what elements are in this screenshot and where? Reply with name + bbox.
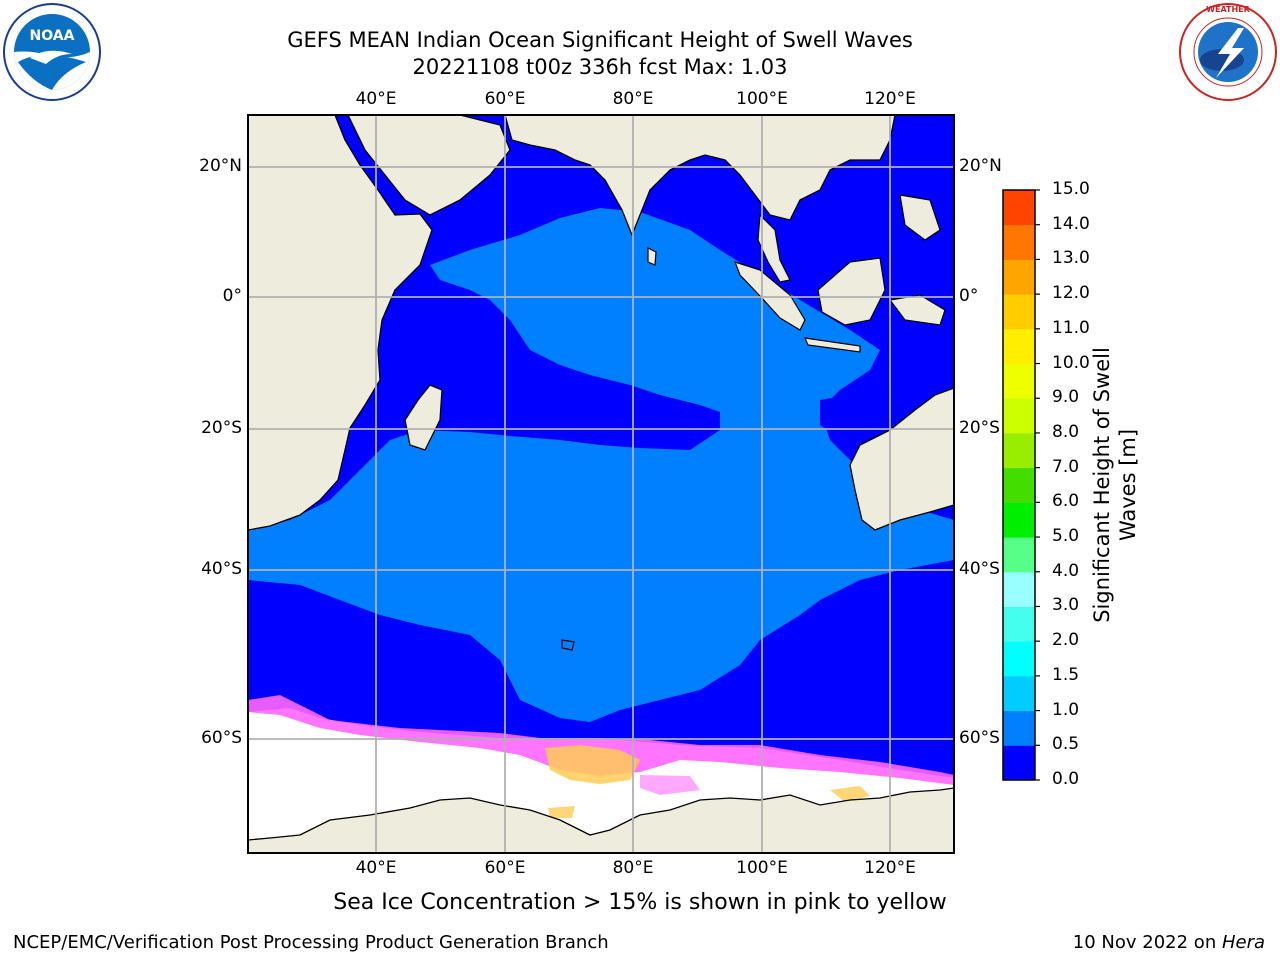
colorbar-tick-label: 1.5 xyxy=(1052,664,1080,685)
colorbar-swatch xyxy=(1003,641,1035,677)
colorbar-tick-label: 3.0 xyxy=(1052,595,1080,616)
colorbar-tick-label: 11.0 xyxy=(1052,317,1090,338)
colorbar-swatch xyxy=(1003,502,1035,538)
colorbar-tick-label: 0.0 xyxy=(1052,769,1080,789)
lat-label-right: 20°S xyxy=(959,418,1000,438)
colorbar-tick-label: 8.0 xyxy=(1052,421,1080,442)
lon-label-bottom: 60°E xyxy=(484,858,526,878)
colorbar-tick-label: 13.0 xyxy=(1052,248,1090,269)
colorbar-tick-label: 2.0 xyxy=(1052,630,1080,651)
footer-host: Hera xyxy=(1221,932,1265,953)
svg-text:WEATHER: WEATHER xyxy=(1206,5,1250,14)
colorbar-swatch xyxy=(1003,467,1035,503)
colorbar-swatch xyxy=(1003,710,1035,746)
colorbar-tick-label: 9.0 xyxy=(1052,387,1080,408)
colorbar-swatch xyxy=(1003,259,1035,295)
lat-label-left: 0° xyxy=(222,286,242,306)
nws-logo: WEATHER xyxy=(1179,3,1277,101)
colorbar-tick-label: 6.0 xyxy=(1052,491,1080,512)
map-frame xyxy=(247,114,955,854)
footer-date: 10 Nov 2022 on Hera xyxy=(1072,932,1265,953)
lat-label-right: 60°S xyxy=(959,728,1000,748)
colorbar-swatch xyxy=(1003,190,1035,226)
chart-title-line2: 20221108 t00z 336h fcst Max: 1.03 xyxy=(412,55,788,79)
map-gridlines xyxy=(248,115,954,853)
colorbar-swatch xyxy=(1003,745,1035,781)
sea-ice-fringe-pink xyxy=(248,695,954,785)
colorbar-swatch xyxy=(1003,571,1035,607)
lon-label-bottom: 100°E xyxy=(736,858,788,878)
sea-ice-fringe-yellow xyxy=(545,745,640,784)
colorbar-label: Significant Height of Swell Waves [m] xyxy=(1090,347,1140,623)
lon-label-top: 40°E xyxy=(355,89,397,109)
map-body xyxy=(248,115,954,853)
sea-ice-caption: Sea Ice Concentration > 15% is shown in … xyxy=(333,890,947,915)
land-africa xyxy=(248,115,433,531)
lon-label-top: 100°E xyxy=(736,89,788,109)
colorbar-swatch xyxy=(1003,675,1035,712)
lat-label-right: 0° xyxy=(959,286,979,306)
colorbar-swatch xyxy=(1003,606,1035,642)
land-borneo xyxy=(817,257,886,326)
colorbar-swatch xyxy=(1003,432,1035,469)
noaa-logo: NOAA xyxy=(3,3,101,101)
colorbar-frame xyxy=(1002,189,1036,781)
lon-label-bottom: 40°E xyxy=(355,858,397,878)
colorbar-tick-label: 14.0 xyxy=(1052,213,1090,234)
colorbar-swatch xyxy=(1003,363,1035,399)
lon-label-top: 120°E xyxy=(864,89,916,109)
land-sumatra xyxy=(733,261,806,331)
land-madagascar xyxy=(404,384,443,451)
lat-label-left: 20°S xyxy=(201,418,242,438)
colorbar-tick-label: 1.0 xyxy=(1052,699,1080,720)
colorbar-tick-label: 15.0 xyxy=(1052,179,1090,199)
colorbar-swatch xyxy=(1003,537,1035,573)
colorbar-tick-label: 12.0 xyxy=(1052,283,1090,304)
swell-region-mid xyxy=(248,208,954,722)
colorbar-tick-label: 0.5 xyxy=(1052,734,1080,755)
svg-text:NOAA: NOAA xyxy=(30,28,75,44)
lat-label-left: 40°S xyxy=(201,559,242,579)
lon-label-top: 80°E xyxy=(612,89,654,109)
colorbar-tick-label: 5.0 xyxy=(1052,526,1080,547)
colorbar-tick-label: 7.0 xyxy=(1052,456,1080,477)
colorbar-tick-label: 4.0 xyxy=(1052,560,1080,581)
colorbar-swatch xyxy=(1003,328,1035,365)
land-australia xyxy=(849,387,954,531)
lon-label-bottom: 80°E xyxy=(612,858,654,878)
lat-label-left: 60°S xyxy=(201,728,242,748)
colorbar xyxy=(1002,189,1040,781)
chart-title-line1: GEFS MEAN Indian Ocean Significant Heigh… xyxy=(287,28,913,52)
colorbar-swatch xyxy=(1003,224,1035,260)
colorbar-tick-label: 10.0 xyxy=(1052,352,1090,373)
land-asia xyxy=(504,115,896,237)
colorbar-swatch xyxy=(1003,294,1035,330)
footer-credit: NCEP/EMC/Verification Post Processing Pr… xyxy=(13,932,609,953)
lon-label-top: 60°E xyxy=(484,89,526,109)
colorbar-swatch xyxy=(1003,398,1035,434)
lat-label-left: 20°N xyxy=(199,156,242,176)
lat-label-right: 20°N xyxy=(959,156,1002,176)
lat-label-right: 40°S xyxy=(959,559,1000,579)
lon-label-bottom: 120°E xyxy=(864,858,916,878)
land-antarctica xyxy=(248,787,954,853)
